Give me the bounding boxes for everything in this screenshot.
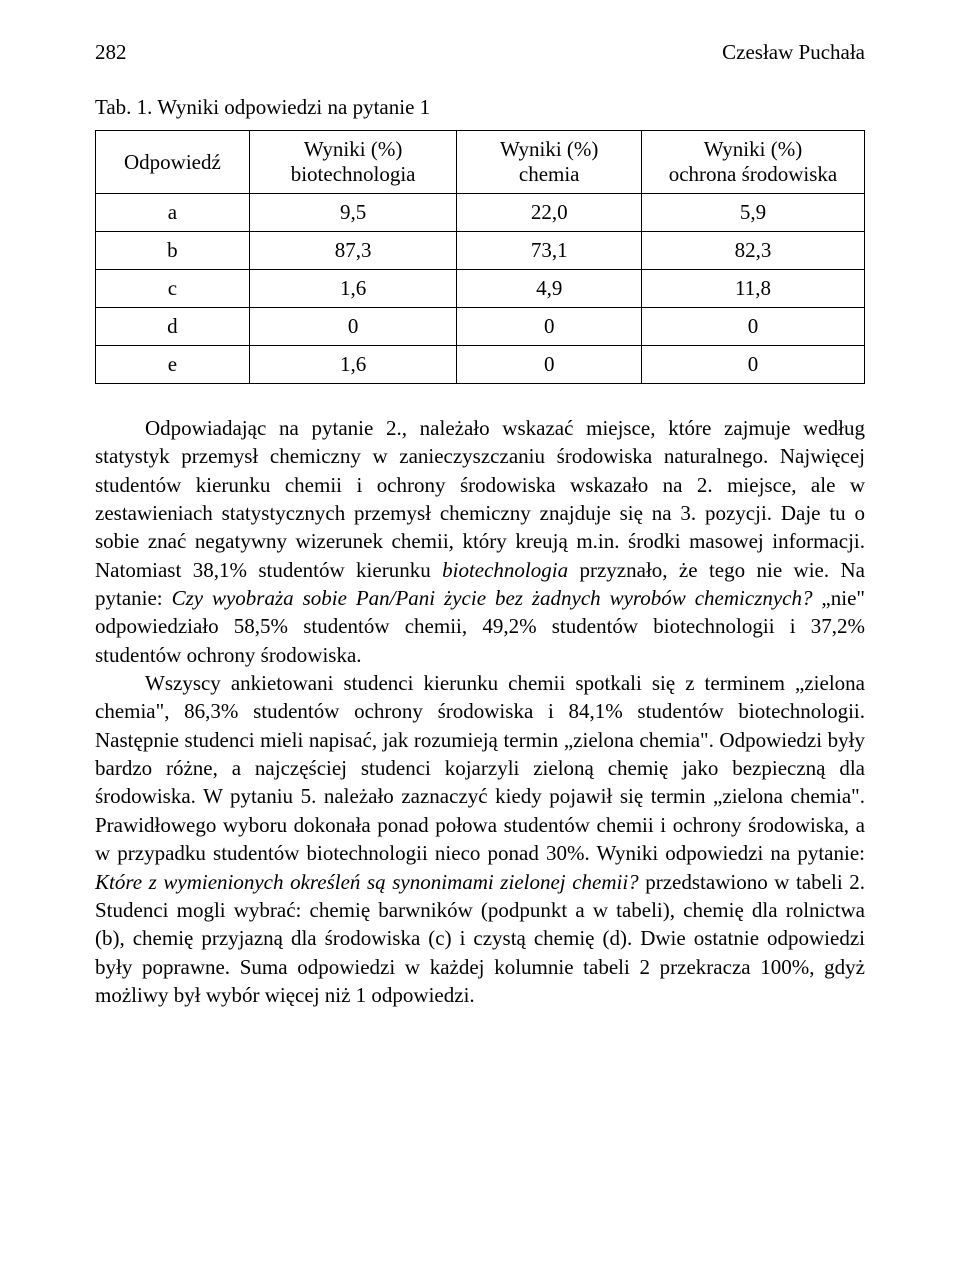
table-header-row: Odpowiedź Wyniki (%) biotechnologia Wyni… xyxy=(96,131,865,194)
results-table: Odpowiedź Wyniki (%) biotechnologia Wyni… xyxy=(95,130,865,384)
col-header-text: biotechnologia xyxy=(291,162,416,186)
col-header-env: Wyniki (%) ochrona środowiska xyxy=(641,131,864,194)
cell: 5,9 xyxy=(641,194,864,232)
cell: 0 xyxy=(641,308,864,346)
cell: 1,6 xyxy=(249,346,457,384)
italic-text: biotechnologia xyxy=(442,558,568,582)
table-caption: Tab. 1. Wyniki odpowiedzi na pytanie 1 xyxy=(95,95,865,120)
cell: a xyxy=(96,194,250,232)
paragraph-1: Odpowiadając na pytanie 2., należało wsk… xyxy=(95,414,865,669)
col-header-answer: Odpowiedź xyxy=(96,131,250,194)
table-row: e 1,6 0 0 xyxy=(96,346,865,384)
cell: e xyxy=(96,346,250,384)
table-row: a 9,5 22,0 5,9 xyxy=(96,194,865,232)
col-header-text: Wyniki (%) xyxy=(704,137,802,161)
paragraph-2: Wszyscy ankietowani studenci kierunku ch… xyxy=(95,669,865,1009)
cell: c xyxy=(96,270,250,308)
cell: 0 xyxy=(457,308,642,346)
text-run: Wszyscy ankietowani studenci kierunku ch… xyxy=(95,671,865,865)
italic-text: Które z wymienionych określeń są synonim… xyxy=(95,870,639,894)
page-number: 282 xyxy=(95,40,127,65)
col-header-text: Odpowiedź xyxy=(124,150,221,174)
cell: 1,6 xyxy=(249,270,457,308)
italic-text: Czy wyobraża sobie Pan/Pani życie bez ża… xyxy=(172,586,813,610)
cell: 0 xyxy=(641,346,864,384)
col-header-text: chemia xyxy=(519,162,580,186)
author-name: Czesław Puchała xyxy=(722,40,865,65)
cell: d xyxy=(96,308,250,346)
table-row: d 0 0 0 xyxy=(96,308,865,346)
cell: 82,3 xyxy=(641,232,864,270)
cell: 73,1 xyxy=(457,232,642,270)
cell: 11,8 xyxy=(641,270,864,308)
body-text: Odpowiadając na pytanie 2., należało wsk… xyxy=(95,414,865,1009)
table-row: b 87,3 73,1 82,3 xyxy=(96,232,865,270)
cell: 87,3 xyxy=(249,232,457,270)
cell: 0 xyxy=(249,308,457,346)
cell: 0 xyxy=(457,346,642,384)
col-header-text: ochrona środowiska xyxy=(669,162,838,186)
cell: 22,0 xyxy=(457,194,642,232)
cell: 4,9 xyxy=(457,270,642,308)
col-header-chem: Wyniki (%) chemia xyxy=(457,131,642,194)
col-header-text: Wyniki (%) xyxy=(304,137,402,161)
col-header-text: Wyniki (%) xyxy=(500,137,598,161)
table-row: c 1,6 4,9 11,8 xyxy=(96,270,865,308)
col-header-biotech: Wyniki (%) biotechnologia xyxy=(249,131,457,194)
cell: 9,5 xyxy=(249,194,457,232)
cell: b xyxy=(96,232,250,270)
page-header: 282 Czesław Puchała xyxy=(95,40,865,65)
